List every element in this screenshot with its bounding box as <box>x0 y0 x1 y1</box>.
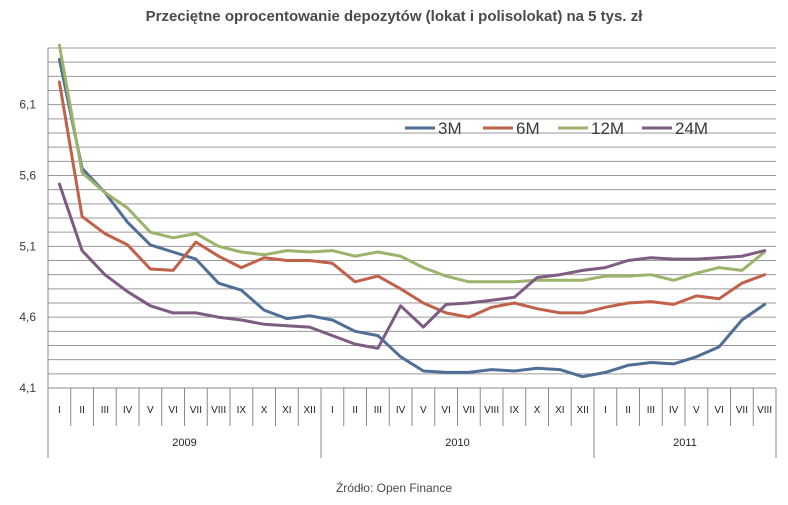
x-tick-label: VIII <box>484 405 499 416</box>
x-tick-label: I <box>604 405 607 416</box>
x-tick-label: X <box>261 405 268 416</box>
x-tick-label: IV <box>396 405 406 416</box>
x-tick-label: XII <box>577 405 589 416</box>
x-tick-label: XI <box>555 405 564 416</box>
x-tick-label: XI <box>282 405 291 416</box>
legend-label-3m: 3M <box>438 119 462 138</box>
x-tick-label: I <box>58 405 61 416</box>
x-tick-label: VI <box>441 405 450 416</box>
y-tick-label: 4,6 <box>19 310 36 324</box>
x-tick-label: XII <box>304 405 316 416</box>
x-tick-label: X <box>534 405 541 416</box>
series-line-24m <box>57 182 767 350</box>
x-tick-label: III <box>101 405 109 416</box>
x-tick-label: I <box>331 405 334 416</box>
x-tick-label: II <box>352 405 358 416</box>
x-tick-label: VII <box>736 405 748 416</box>
legend-label-12m: 12M <box>591 119 624 138</box>
x-tick-label: V <box>147 405 154 416</box>
x-tick-label: III <box>647 405 655 416</box>
series-line-3m <box>57 57 767 379</box>
x-tick-label: III <box>374 405 382 416</box>
series-line-6m <box>57 80 767 319</box>
x-tick-label: VIII <box>211 405 226 416</box>
x-tick-label: V <box>693 405 700 416</box>
source-note: Źródło: Open Finance <box>335 481 453 495</box>
x-tick-label: IX <box>510 405 520 416</box>
x-tick-label: VIII <box>757 405 772 416</box>
x-tick-label: IV <box>669 405 679 416</box>
year-label: 2009 <box>172 437 196 449</box>
legend-label-6m: 6M <box>516 119 540 138</box>
x-tick-label: IV <box>123 405 133 416</box>
x-tick-label: VI <box>714 405 723 416</box>
x-tick-label: VI <box>168 405 177 416</box>
x-tick-label: VII <box>463 405 475 416</box>
y-tick-label: 5,1 <box>19 239 36 253</box>
y-tick-label: 5,6 <box>19 169 36 183</box>
legend-label-24m: 24M <box>675 119 708 138</box>
year-label: 2010 <box>445 437 469 449</box>
y-tick-label: 6,1 <box>19 98 36 112</box>
x-tick-label: II <box>79 405 85 416</box>
x-tick-label: II <box>625 405 631 416</box>
y-tick-label: 4,1 <box>19 381 36 395</box>
x-tick-label: VII <box>190 405 202 416</box>
chart-title: Przeciętne oprocentowanie depozytów (lok… <box>145 8 643 25</box>
x-tick-label: IX <box>237 405 247 416</box>
year-label: 2011 <box>673 437 697 449</box>
series-line-12m <box>57 43 767 284</box>
x-tick-label: V <box>420 405 427 416</box>
